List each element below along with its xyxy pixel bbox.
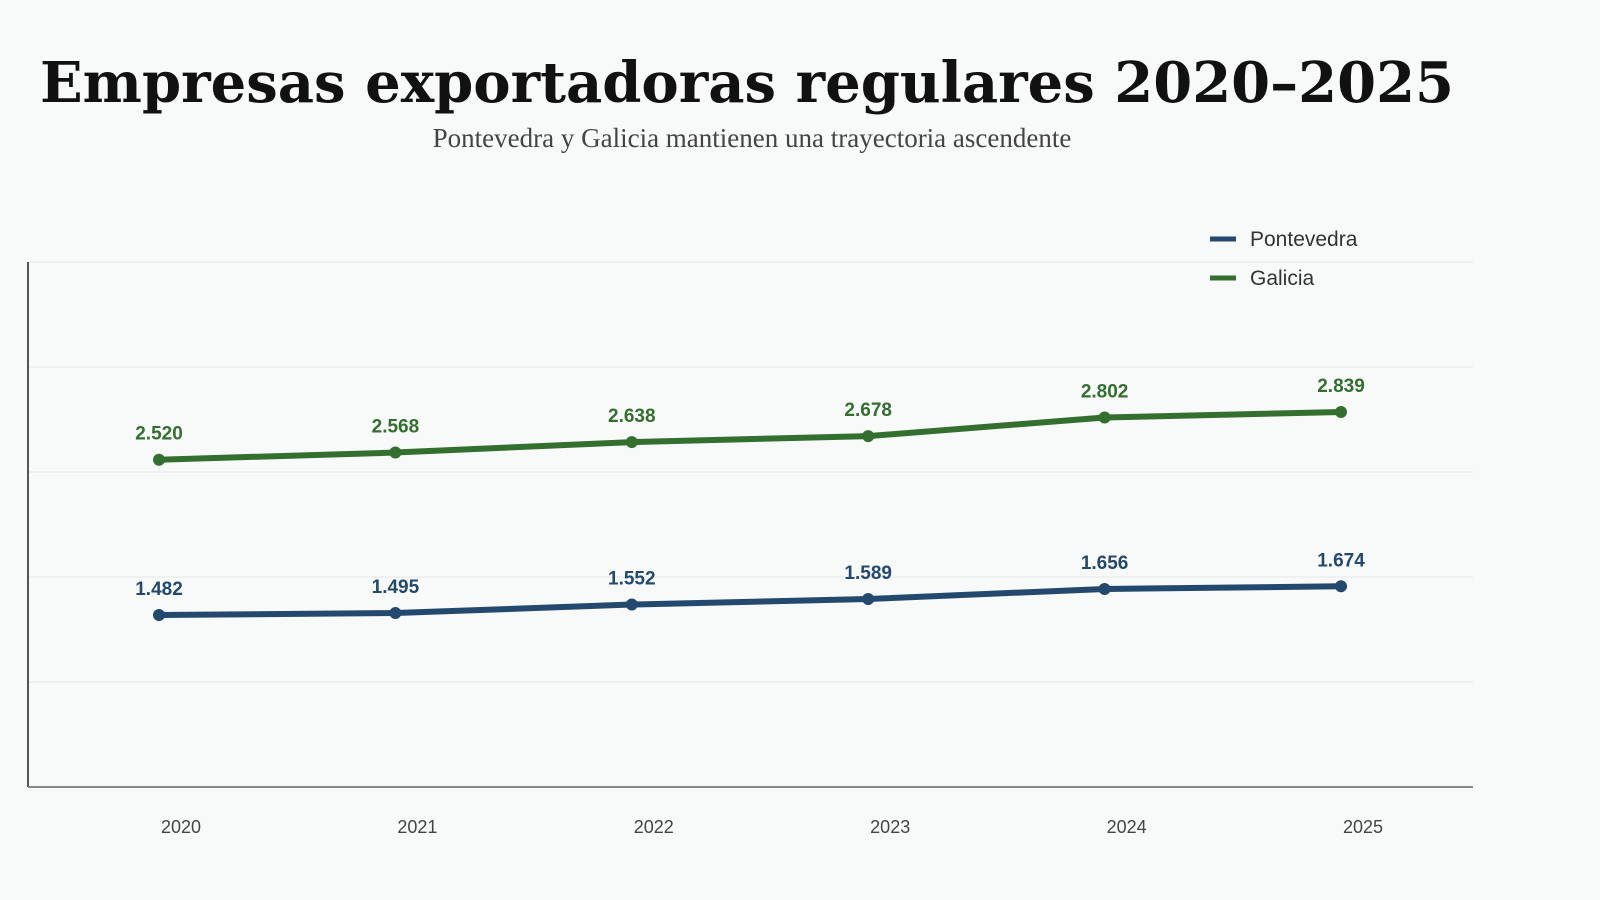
data-label: 1.552 bbox=[608, 569, 656, 590]
chart-subtitle: Pontevedra y Galicia mantienen una traye… bbox=[433, 123, 1072, 153]
data-label: 1.674 bbox=[1317, 550, 1365, 571]
grid bbox=[28, 261, 1473, 683]
data-point bbox=[1098, 582, 1111, 595]
data-point bbox=[1335, 580, 1347, 593]
data-point bbox=[1098, 411, 1111, 424]
legend-label: Pontevedra bbox=[1250, 228, 1358, 251]
x-tick-label: 2024 bbox=[1107, 817, 1147, 837]
legend-label: Galicia bbox=[1250, 267, 1315, 290]
x-tick-label: 2025 bbox=[1343, 817, 1383, 837]
data-point bbox=[625, 436, 638, 449]
data-point bbox=[389, 607, 402, 620]
data-label: 2.520 bbox=[135, 424, 183, 445]
data-label: 1.589 bbox=[844, 563, 892, 584]
data-label: 1.495 bbox=[372, 577, 420, 598]
x-tick-label: 2022 bbox=[634, 817, 674, 837]
x-tick-label: 2023 bbox=[870, 817, 910, 837]
series-line bbox=[158, 583, 1342, 618]
data-point bbox=[153, 453, 165, 466]
data-label: 2.638 bbox=[608, 406, 656, 427]
data-label: 2.568 bbox=[372, 417, 420, 438]
data-label: 2.678 bbox=[844, 400, 892, 421]
data-point bbox=[862, 592, 875, 605]
data-label: 1.656 bbox=[1081, 553, 1129, 574]
data-point bbox=[153, 609, 165, 621]
data-point bbox=[625, 598, 638, 611]
data-label: 2.802 bbox=[1081, 382, 1129, 403]
x-tick-label: 2021 bbox=[397, 817, 437, 837]
data-label: 2.839 bbox=[1317, 376, 1365, 397]
data-label: 1.482 bbox=[135, 579, 183, 600]
x-tick-label: 2020 bbox=[161, 817, 201, 837]
data-point bbox=[862, 430, 875, 443]
data-point bbox=[389, 446, 402, 459]
chart-title: Empresas exportadoras regulares 2020–202… bbox=[40, 50, 1454, 116]
series-line bbox=[158, 409, 1342, 463]
data-point bbox=[1335, 406, 1347, 418]
